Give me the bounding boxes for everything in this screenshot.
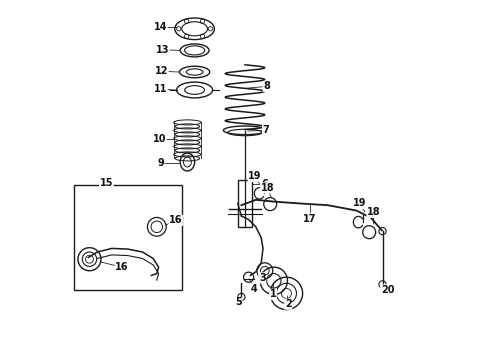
Text: 10: 10 <box>152 134 166 144</box>
Text: 1: 1 <box>270 289 276 300</box>
Text: 14: 14 <box>154 22 167 32</box>
Text: 19: 19 <box>248 171 262 181</box>
Text: 4: 4 <box>250 284 257 294</box>
Bar <box>238 180 252 227</box>
Text: 17: 17 <box>303 213 317 224</box>
Text: 7: 7 <box>263 125 270 135</box>
Text: 16: 16 <box>115 262 129 272</box>
Text: 9: 9 <box>157 158 164 168</box>
Text: 13: 13 <box>155 45 169 55</box>
Text: 18: 18 <box>261 183 274 193</box>
Text: 5: 5 <box>235 297 242 307</box>
Text: 12: 12 <box>155 66 168 76</box>
Bar <box>74 185 182 290</box>
Text: 15: 15 <box>99 177 113 188</box>
Text: 18: 18 <box>367 207 381 217</box>
Text: 3: 3 <box>259 273 266 283</box>
Text: 16: 16 <box>169 215 183 225</box>
Text: 8: 8 <box>263 81 270 91</box>
Text: 11: 11 <box>154 84 167 94</box>
Text: 19: 19 <box>353 198 366 208</box>
Text: 2: 2 <box>285 299 292 309</box>
Text: 20: 20 <box>381 285 394 295</box>
Text: 6: 6 <box>262 179 268 189</box>
